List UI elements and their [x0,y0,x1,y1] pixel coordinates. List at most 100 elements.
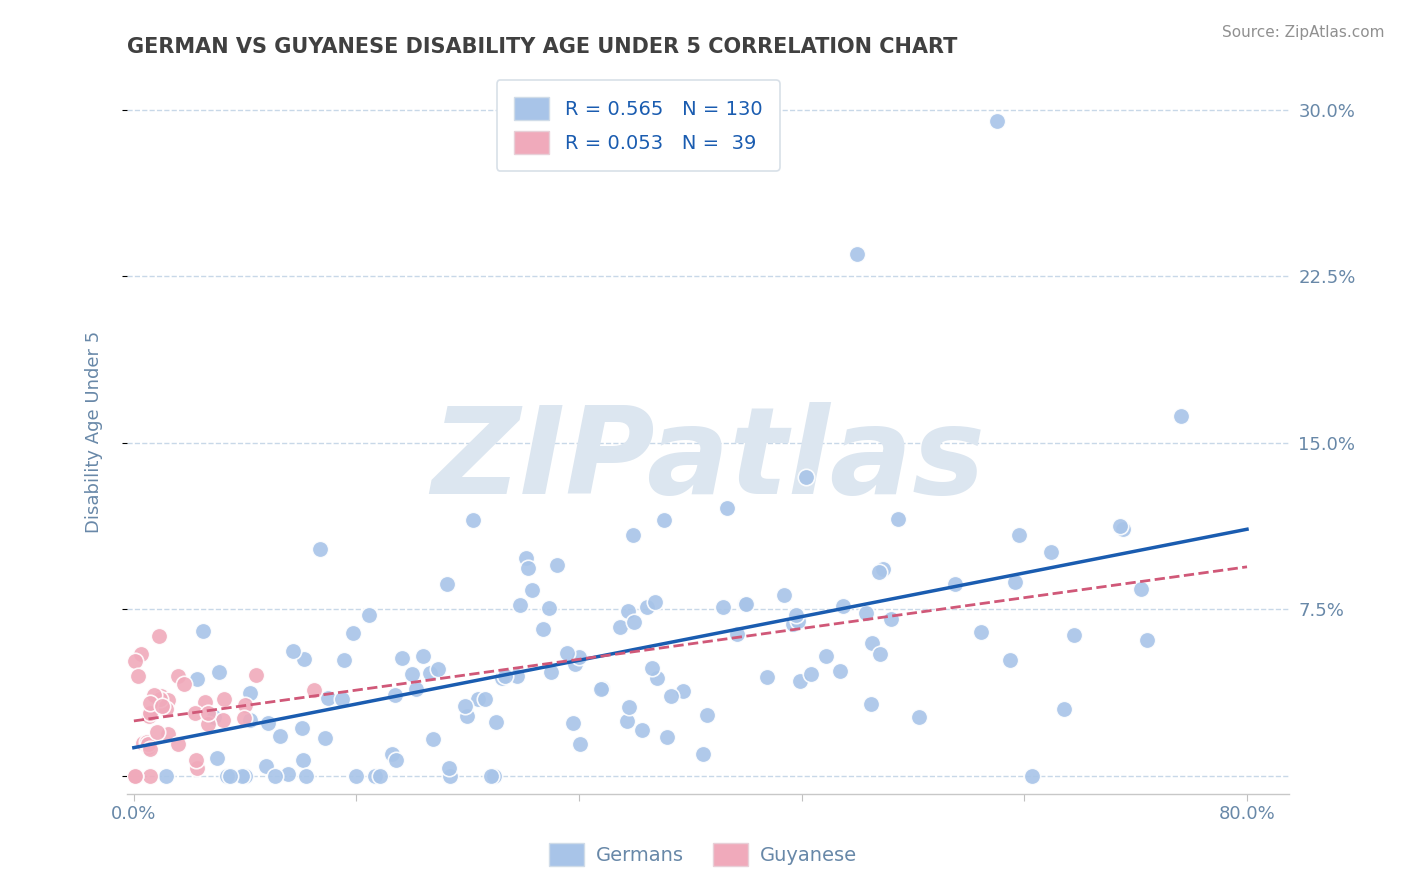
Point [1053,702,1076,716]
Point [872,562,894,576]
Point [485,714,508,729]
Point [880,612,903,626]
Point [696,708,718,723]
Point [868,565,890,579]
Point [591,682,613,697]
Point [692,747,714,761]
Point [644,595,666,609]
Point [641,660,664,674]
Point [166,737,188,751]
Point [401,666,423,681]
Point [219,769,242,783]
Point [283,643,305,657]
Point [494,669,516,683]
Point [427,662,450,676]
Point [564,657,586,671]
Point [357,607,380,622]
Legend: Germans, Guyanese: Germans, Guyanese [541,835,865,873]
Point [869,648,891,662]
Point [344,769,367,783]
Point [422,732,444,747]
Point [479,769,502,783]
Point [136,739,159,754]
Point [986,114,1008,128]
Point [785,607,807,622]
Point [506,669,529,683]
Point [302,683,325,698]
Point [381,747,404,761]
Point [659,689,682,703]
Point [623,615,645,629]
Point [148,629,170,643]
Point [655,731,678,745]
Point [129,647,152,661]
Point [1112,523,1135,537]
Point [202,709,225,723]
Point [1129,582,1152,597]
Point [538,601,561,615]
Point [149,692,172,706]
Point [197,717,219,731]
Point [184,753,207,767]
Point [257,716,280,731]
Point [149,689,172,703]
Point [568,650,591,665]
Point [368,769,391,783]
Point [453,698,475,713]
Point [860,697,883,711]
Point [436,577,458,591]
Point [217,769,239,783]
Point [155,769,177,783]
Point [245,668,267,682]
Point [855,607,877,621]
Point [295,769,318,783]
Point [412,649,434,664]
Point [591,681,613,695]
Point [616,604,638,618]
Point [155,701,177,715]
Point [782,617,804,632]
Point [509,599,531,613]
Point [555,646,578,660]
Point [419,666,441,681]
Point [132,736,155,750]
Point [138,706,160,720]
Point [254,759,277,773]
Point [437,761,460,775]
Point [520,582,543,597]
Point [314,731,336,745]
Point [332,653,354,667]
Point [186,672,208,686]
Point [619,700,641,714]
Point [208,665,231,680]
Point [1063,628,1085,642]
Point [616,714,638,728]
Point [166,668,188,682]
Point [212,691,235,706]
Point [205,750,228,764]
Point [186,761,208,775]
Point [716,500,738,515]
Point [832,599,855,614]
Point [652,513,675,527]
Point [789,673,811,688]
Point [143,688,166,702]
Point [139,706,162,720]
Point [124,769,146,783]
Point [846,247,869,261]
Point [908,710,931,724]
Point [621,528,644,542]
Point [173,677,195,691]
Point [491,671,513,685]
Point [292,753,315,767]
Point [1021,769,1043,783]
Point [309,541,332,556]
Point [773,588,796,602]
Point [138,709,160,723]
Y-axis label: Disability Age Under 5: Disability Age Under 5 [86,331,103,533]
Point [127,669,149,683]
Point [197,706,219,720]
Point [263,769,285,783]
Point [1004,575,1026,590]
Point [1136,632,1159,647]
